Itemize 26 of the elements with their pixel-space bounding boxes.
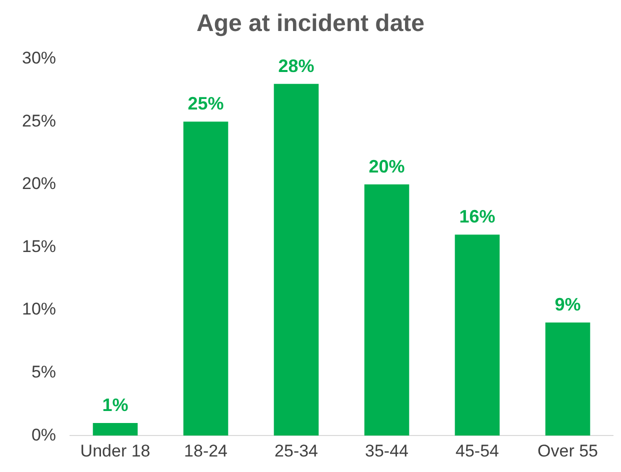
x-tick-label: 25-34 (274, 441, 318, 460)
bar (92, 423, 138, 436)
bar (545, 322, 590, 436)
data-label: 9% (554, 294, 581, 315)
bar (364, 184, 410, 436)
data-label: 28% (278, 56, 314, 76)
x-tick-label: 18-24 (184, 441, 228, 460)
y-tick-label: 25% (22, 111, 56, 130)
data-label: 16% (459, 206, 496, 227)
chart-title: Age at incident date (196, 10, 425, 38)
y-tick-label: 10% (22, 300, 56, 319)
x-tick-label: 35-44 (365, 441, 409, 460)
y-tick-label: 30% (22, 48, 56, 68)
x-tick-label: Over 55 (538, 441, 598, 460)
y-tick-label: 0% (31, 425, 56, 444)
data-label: 20% (368, 156, 405, 176)
x-tick-label: Under 18 (80, 441, 150, 460)
data-label: 25% (188, 94, 224, 114)
y-tick-label: 20% (22, 174, 56, 194)
bar (454, 234, 500, 436)
x-tick-label: 45-54 (456, 441, 499, 460)
data-label: 1% (102, 395, 128, 416)
bar (183, 122, 228, 436)
y-tick-label: 15% (22, 236, 56, 256)
y-tick-label: 5% (31, 362, 56, 382)
bar (274, 84, 319, 436)
